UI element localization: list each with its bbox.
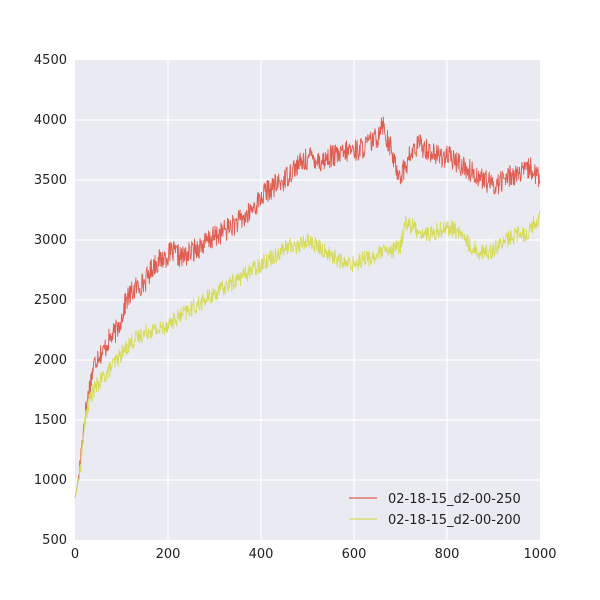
y-tick-label: 500: [42, 533, 67, 548]
x-gridlines: [167, 60, 448, 540]
legend-label: 02-18-15_d2-00-250: [388, 492, 521, 507]
x-tick-label: 400: [249, 547, 274, 562]
x-axis-ticks: 0 200 400 600 800 1000: [71, 547, 557, 562]
y-tick-label: 1000: [34, 473, 67, 488]
y-axis-ticks: 500 1000 1500 2000 2500 3000 3500 4000 4500: [34, 53, 67, 548]
x-tick-label: 1000: [523, 547, 556, 562]
y-tick-label: 4500: [34, 53, 67, 68]
y-tick-label: 2000: [34, 353, 67, 368]
y-tick-label: 3000: [34, 233, 67, 248]
x-tick-label: 600: [342, 547, 367, 562]
y-tick-label: 1500: [34, 413, 67, 428]
series-layer: [74, 116, 541, 499]
x-tick-label: 200: [156, 547, 181, 562]
x-tick-label: 800: [435, 547, 460, 562]
legend-label: 02-18-15_d2-00-200: [388, 513, 521, 528]
x-tick-label: 0: [71, 547, 79, 562]
legend: 02-18-15_d2-00-250 02-18-15_d2-00-200: [349, 492, 521, 528]
y-tick-label: 3500: [34, 173, 67, 188]
series-line: [74, 116, 541, 499]
y-gridlines: [75, 119, 540, 481]
series-line: [74, 210, 541, 499]
y-tick-label: 2500: [34, 293, 67, 308]
y-tick-label: 4000: [34, 113, 67, 128]
